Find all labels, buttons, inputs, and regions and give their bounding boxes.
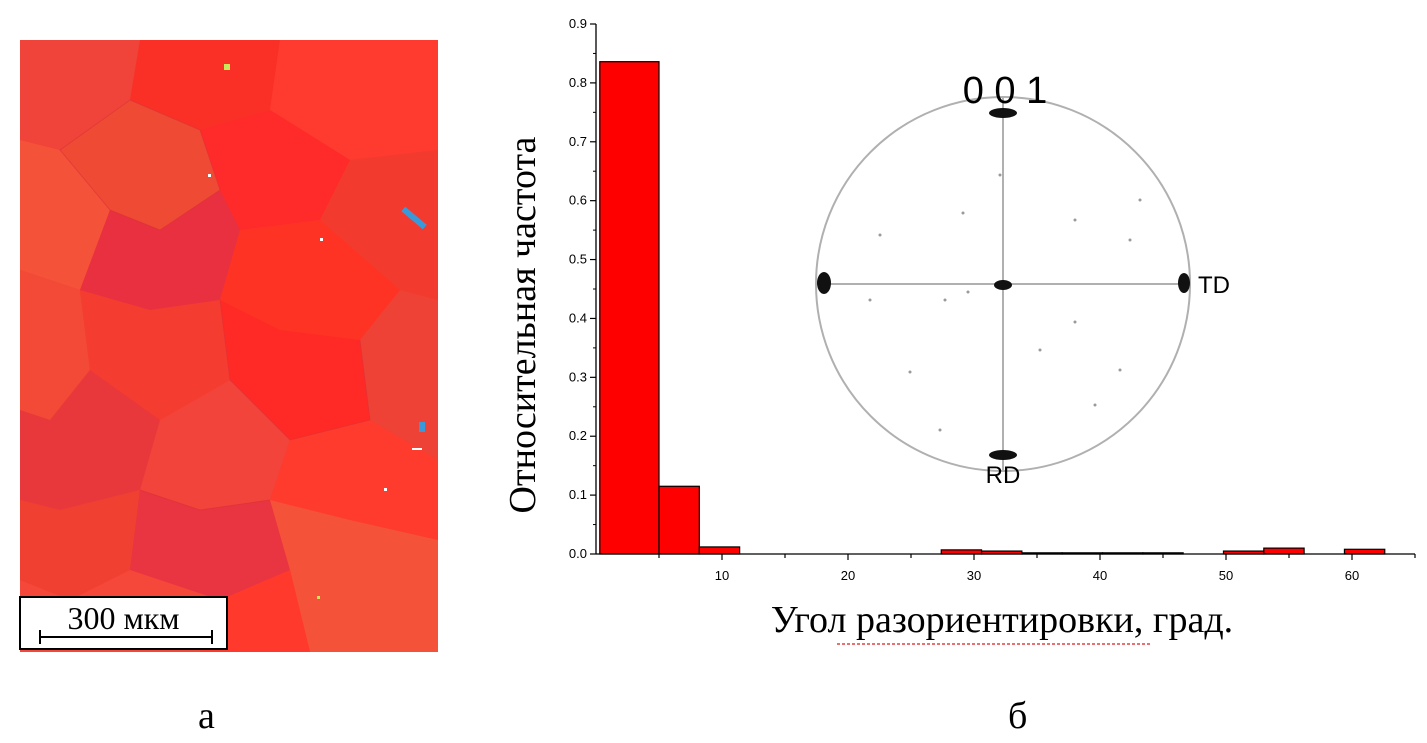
x-tick-label: 30 (967, 568, 981, 583)
y-tick-label: 0.1 (569, 487, 587, 502)
pole-clusters (817, 108, 1190, 460)
y-tick-label: 0.3 (569, 369, 587, 384)
pole-figure-title: 0 0 1 (963, 70, 1048, 112)
bars (599, 61, 1386, 555)
histogram-bar (1343, 548, 1386, 555)
y-tick-label: 0.7 (569, 134, 587, 149)
histogram-bar (1263, 547, 1305, 555)
x-tick-label: 20 (841, 568, 855, 583)
y-tick-label: 0.2 (569, 428, 587, 443)
x-axis-title: Угол разориентировки, град. (771, 599, 1233, 641)
pole-figure: 0 0 1 TD RD (815, 70, 1230, 489)
y-tick-label: 0.9 (569, 16, 587, 31)
histogram-bar (698, 546, 741, 555)
rd-label: RD (986, 462, 1021, 489)
panel-a-letter: а (198, 695, 215, 737)
y-axis-title: Относительная частота (502, 136, 544, 513)
panel-b-letter: б (1008, 695, 1028, 737)
y-tick-label: 0.6 (569, 193, 587, 208)
y-tick-label: 0.4 (569, 310, 587, 325)
x-tick-label: 10 (715, 568, 729, 583)
y-tick-label: 0.8 (569, 75, 587, 90)
x-tick-label: 50 (1219, 568, 1233, 583)
histogram-bar (658, 485, 700, 555)
histogram-bar (599, 61, 660, 555)
pole-scatter (868, 173, 1142, 432)
scale-bar-box: 300 мкм (19, 596, 228, 650)
scale-bar (39, 630, 213, 644)
x-tick-label: 60 (1345, 568, 1359, 583)
x-tick-label: 40 (1093, 568, 1107, 583)
ticks: 0.0 0.1 0.2 0.3 0.4 0.5 0.6 0.7 0.8 0.9 10 20 30 40 50… (569, 16, 1416, 583)
scale-label: 300 мкм (67, 600, 180, 636)
y-tick-label: 0.5 (569, 252, 587, 267)
td-label: TD (1198, 272, 1230, 299)
y-tick-label: 0.0 (569, 546, 587, 561)
